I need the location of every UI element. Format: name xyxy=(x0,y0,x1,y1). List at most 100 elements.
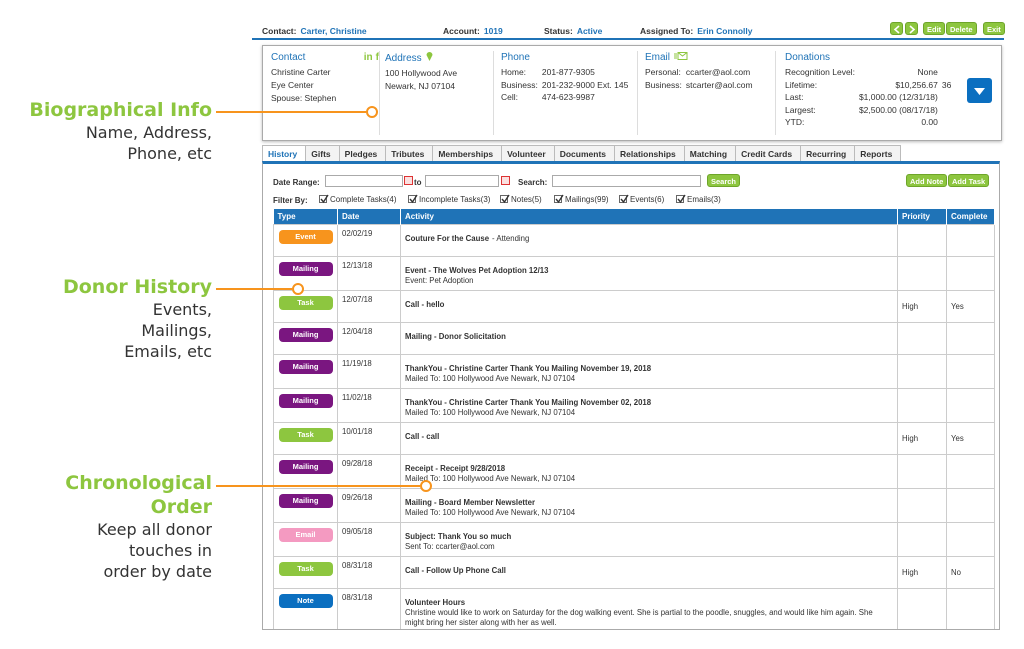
type-badge[interactable]: Mailing xyxy=(278,494,333,508)
complete-cell xyxy=(946,588,995,629)
filter-check[interactable]: Emails(3) xyxy=(676,194,721,204)
priority-cell xyxy=(897,388,947,423)
type-badge[interactable]: Mailing xyxy=(278,328,333,342)
tab[interactable]: Reports xyxy=(854,145,902,162)
calendar-icon[interactable] xyxy=(501,176,510,185)
complete-cell xyxy=(946,388,995,423)
annotation-title: Biographical Info xyxy=(29,99,212,121)
header-value: Active xyxy=(576,26,603,36)
checkbox[interactable] xyxy=(554,194,564,204)
social-links: in f xyxy=(361,51,379,65)
annotation-text: Keep all donor xyxy=(97,520,212,539)
header-row: Type Date Activity Priority Complete xyxy=(273,209,995,225)
activity-title-line: Couture For the Cause - Attending xyxy=(405,234,893,244)
history-row: Mailing 09/28/18 Receipt - Receipt 9/28/20… xyxy=(273,454,995,489)
add-button[interactable]: Add Note xyxy=(906,174,948,187)
activity-title-line: ThankYou - Christine Carter Thank You Ma… xyxy=(405,398,893,408)
type-badge[interactable]: Mailing xyxy=(278,360,333,374)
type-badge[interactable]: Mailing xyxy=(278,460,333,474)
donations-cell: YTD: xyxy=(785,117,805,127)
activity-title: Mailing - Donor Solicitation xyxy=(405,332,506,341)
header-button[interactable]: Edit xyxy=(923,22,946,35)
search-input[interactable] xyxy=(552,175,701,187)
activity-detail: Mailed To: 100 Hollywood Ave Newark, NJ … xyxy=(405,508,576,517)
phone-cell: Cell: xyxy=(501,92,519,102)
activity-title: Call - hello xyxy=(405,300,445,309)
date-cell: 09/26/18 xyxy=(337,488,401,523)
nav-button[interactable] xyxy=(905,22,918,35)
donations-cell: None xyxy=(917,67,938,77)
donations-cell: Recognition Level: xyxy=(785,67,855,77)
annotation: Biographical Info Name, Address, Phone, et… xyxy=(0,98,212,164)
activity-cell: Call - Follow Up Phone Call xyxy=(400,556,898,589)
activity-title: Mailing - Board Member Newsletter xyxy=(405,498,535,507)
calendar-icon[interactable] xyxy=(404,176,413,185)
filter-check[interactable]: Events(6) xyxy=(619,194,665,204)
type-badge[interactable]: Email xyxy=(278,528,333,542)
connector-dot xyxy=(292,283,304,295)
social-icon[interactable]: f xyxy=(375,52,379,63)
type-badge[interactable]: Mailing xyxy=(278,394,333,408)
history-row: Mailing 09/26/18 Mailing - Board Member Ne… xyxy=(273,488,995,523)
donations-table: Recognition Level: None Lifetime: $10,256.6… xyxy=(785,66,955,129)
header-item: Status: Active xyxy=(544,26,602,36)
annotation: Donor History Events, Mailings, Emails, etc xyxy=(0,275,212,362)
activity-cell: Subject: Thank You so much Sent To: ccart… xyxy=(400,522,898,557)
activity-cell: Mailing - Donor Solicitation xyxy=(400,322,898,355)
activity-suffix: - Attending xyxy=(492,234,530,243)
check-mark xyxy=(620,194,629,204)
search-button[interactable]: Search xyxy=(707,174,741,187)
donations-cell: $1,000.00 (12/31/18) xyxy=(858,92,938,102)
nav-button[interactable] xyxy=(890,22,903,35)
checkbox-label: Events(6) xyxy=(630,195,665,204)
filter-check[interactable]: Incomplete Tasks(3) xyxy=(408,194,490,204)
filter-check[interactable]: Complete Tasks(4) xyxy=(319,194,397,204)
history-row: Task 10/01/18 Call - call High Yes xyxy=(273,422,995,455)
complete-cell xyxy=(946,454,995,489)
phone-cell: Business: xyxy=(501,79,538,90)
header-button[interactable]: Exit xyxy=(983,22,1005,35)
section-title: Phone xyxy=(501,52,530,63)
filter-check[interactable]: Mailings(99) xyxy=(554,194,609,204)
type-badge[interactable]: Task xyxy=(278,562,333,576)
checkbox[interactable] xyxy=(676,194,686,204)
priority-cell xyxy=(897,322,947,355)
checkbox[interactable] xyxy=(408,194,418,204)
activity-title: Call - Follow Up Phone Call xyxy=(405,566,506,575)
checkbox[interactable] xyxy=(619,194,629,204)
header-button[interactable]: Delete xyxy=(946,22,977,35)
complete-cell xyxy=(946,354,995,389)
contact-line: Christine Carter xyxy=(271,67,331,77)
column-header: Complete xyxy=(946,209,995,225)
type-badge[interactable]: Task xyxy=(278,428,333,442)
expand-button[interactable] xyxy=(967,78,992,103)
type-badge[interactable]: Task xyxy=(278,296,333,310)
section-title: Contact xyxy=(271,52,306,63)
donations-section: Donations Recognition Level: None Lifetime:… xyxy=(785,51,957,135)
address-line: Newark, NJ 07104 xyxy=(385,81,455,91)
social-icon[interactable]: in xyxy=(363,52,373,63)
annotation-text: Name, Address, xyxy=(85,123,212,142)
activity-title-line: Call - hello xyxy=(405,300,893,310)
date-from[interactable] xyxy=(325,175,403,187)
filter-check[interactable]: Notes(5) xyxy=(500,194,542,204)
type-badge[interactable]: Note xyxy=(278,594,333,608)
section-label: Donations xyxy=(785,51,957,65)
add-button[interactable]: Add Task xyxy=(948,174,990,187)
donations-cell: $10,256.67 xyxy=(895,79,938,90)
checkbox[interactable] xyxy=(319,194,329,204)
header-label: Contact: xyxy=(262,26,297,36)
activity-cell: Mailing - Board Member Newsletter Mailed … xyxy=(400,488,898,523)
annotation-title: Chronological Order xyxy=(65,472,212,518)
check-mark xyxy=(320,194,329,204)
crm-window: Contact: Carter, Christine Account: 1019 Sta… xyxy=(252,18,1005,630)
email-cell: Business: xyxy=(645,79,682,90)
type-badge[interactable]: Event xyxy=(278,230,333,244)
phone-cell: 201-877-9305 xyxy=(541,67,595,77)
email-icon xyxy=(674,52,688,63)
filter-label: to xyxy=(414,178,422,187)
type-badge[interactable]: Mailing xyxy=(278,262,333,276)
checkbox[interactable] xyxy=(500,194,510,204)
date-to[interactable] xyxy=(425,175,499,187)
